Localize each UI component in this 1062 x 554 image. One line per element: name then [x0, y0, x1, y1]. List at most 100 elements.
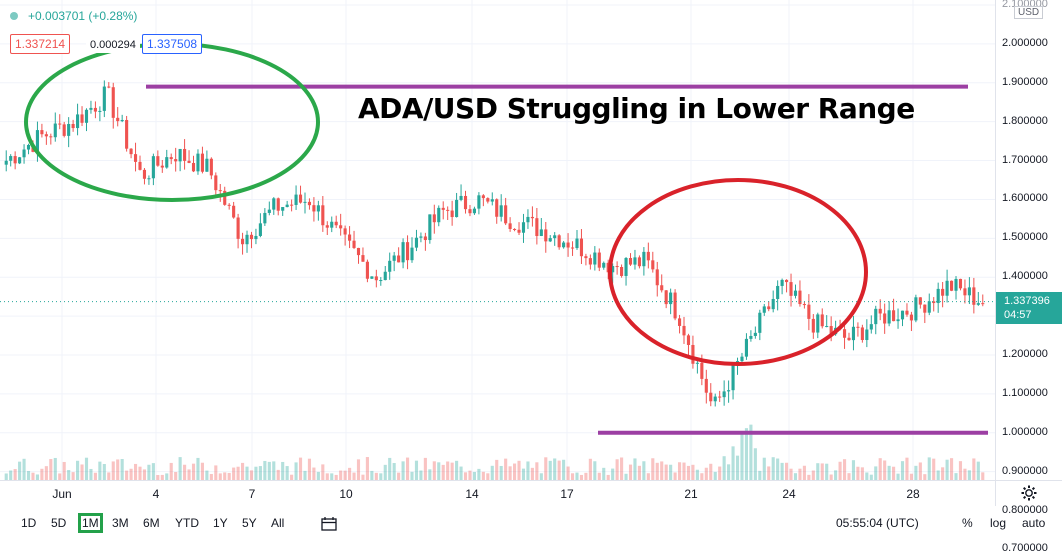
range-button-3m[interactable]: 3M: [112, 516, 129, 530]
candle-body: [883, 313, 887, 324]
candle-body: [35, 130, 40, 152]
candle-body: [785, 279, 789, 283]
candle-body: [129, 148, 133, 155]
candle-body: [9, 156, 13, 161]
volume-bar: [183, 464, 187, 480]
candle-body: [958, 278, 963, 289]
volume-bar: [602, 467, 606, 480]
candle-body: [472, 208, 476, 214]
volume-bar: [526, 461, 530, 480]
volume-bar: [722, 456, 726, 480]
range-button-ytd[interactable]: YTD: [175, 516, 199, 530]
volume-bar: [405, 457, 410, 480]
volume-bar: [93, 472, 97, 480]
candle-body: [339, 225, 343, 229]
candle-body: [53, 123, 57, 138]
date-range-icon[interactable]: [320, 516, 338, 532]
range-button-1y[interactable]: 1Y: [213, 516, 228, 530]
ask-price[interactable]: 1.337508: [142, 34, 203, 54]
volume-bar: [727, 464, 731, 480]
volume-bar: [575, 472, 579, 480]
range-button-1m[interactable]: 1M: [78, 513, 103, 533]
currency-badge[interactable]: USD: [1014, 6, 1044, 19]
range-button-5d[interactable]: 5D: [51, 516, 67, 530]
candle-body: [807, 304, 811, 319]
chart-area[interactable]: +0.003701 (+0.28%) 1.337214 0.000294 1.3…: [0, 0, 995, 480]
volume-bar: [521, 468, 526, 480]
volume-bar: [294, 462, 298, 480]
volume-bar: [392, 463, 396, 480]
candle-body: [334, 221, 338, 226]
range-button-5y[interactable]: 5Y: [242, 516, 257, 530]
volume-bar: [490, 465, 494, 480]
candle-body: [722, 391, 726, 398]
candle-body: [361, 255, 365, 262]
candle-body: [758, 312, 762, 333]
candle-body: [909, 314, 913, 321]
candle-body: [967, 287, 971, 296]
candle-body: [660, 285, 664, 291]
volume-bar: [160, 474, 164, 480]
volume-bar: [914, 465, 918, 480]
volume-bar: [628, 464, 633, 480]
candle-body: [107, 86, 111, 88]
volume-bar: [682, 462, 686, 480]
volume-bar: [780, 462, 784, 480]
settings-gear-icon[interactable]: [1020, 484, 1038, 502]
time-tick-label: 14: [465, 487, 479, 501]
volume-bar: [156, 474, 160, 480]
range-button-all[interactable]: All: [271, 516, 285, 530]
candle-body: [553, 235, 557, 239]
volume-bar: [31, 472, 35, 480]
candle-body: [521, 222, 526, 233]
volume-bar: [232, 467, 236, 480]
volume-bar: [771, 457, 775, 480]
candle-body: [954, 278, 958, 291]
volume-bar: [383, 464, 387, 480]
red-annotation-circle: [608, 178, 868, 366]
volume-bar: [789, 468, 793, 480]
candle-body: [432, 214, 436, 223]
price-change-text: +0.003701 (+0.28%): [28, 9, 138, 23]
last-price-marker: 1.337396 04:57: [996, 291, 1062, 324]
range-button-6m[interactable]: 6M: [143, 516, 160, 530]
utc-clock[interactable]: 05:55:04 (UTC): [836, 516, 919, 530]
candle-body: [731, 363, 735, 391]
price-chart[interactable]: [0, 0, 995, 480]
candle-body: [236, 217, 240, 239]
candle-body: [865, 329, 869, 341]
volume-bar: [834, 470, 838, 480]
volume-bar: [981, 472, 985, 480]
log-toggle[interactable]: log: [990, 516, 1007, 530]
bid-price[interactable]: 1.337214: [10, 34, 71, 54]
volume-bar: [829, 474, 833, 480]
price-tick-label: 1.800000: [1002, 114, 1048, 127]
candle-body: [245, 234, 249, 245]
candle-body: [116, 117, 120, 122]
candle-body: [570, 247, 575, 249]
volume-bar: [579, 474, 584, 480]
chart-settings[interactable]: [995, 480, 1062, 506]
candle-body: [490, 199, 494, 202]
volume-bar: [758, 470, 762, 480]
candle-body: [949, 280, 954, 291]
range-button-1d[interactable]: 1D: [21, 516, 37, 530]
volume-bar: [174, 471, 178, 480]
candle-body: [281, 207, 285, 211]
candle-body: [437, 207, 441, 223]
candle-body: [579, 238, 584, 257]
volume-bar: [481, 471, 485, 480]
percent-toggle[interactable]: %: [962, 516, 973, 530]
volume-bar: [633, 458, 637, 480]
price-tick-label: 1.600000: [1002, 192, 1048, 205]
volume-bar: [147, 464, 151, 480]
volume-bar: [245, 466, 249, 480]
time-axis[interactable]: Jun 4 7 10 14 17 21 24 28: [0, 480, 995, 506]
volume-bar: [356, 459, 361, 480]
volume-bar: [450, 462, 454, 480]
volume-bar: [976, 461, 980, 480]
volume-bar: [40, 468, 44, 480]
candle-body: [40, 130, 44, 135]
price-axis[interactable]: 2.100000 2.000000 1.900000 1.800000 1.700000…: [995, 0, 1062, 554]
auto-toggle[interactable]: auto: [1022, 516, 1046, 530]
